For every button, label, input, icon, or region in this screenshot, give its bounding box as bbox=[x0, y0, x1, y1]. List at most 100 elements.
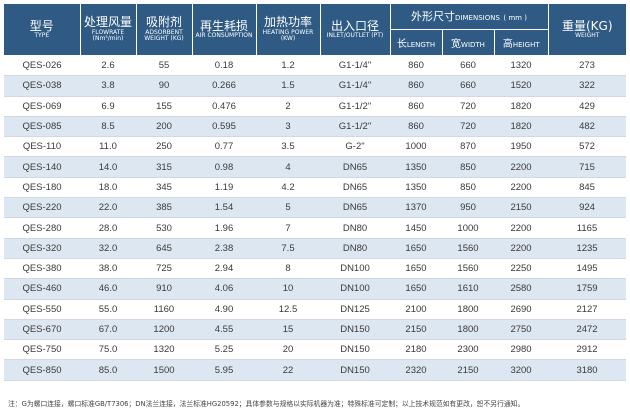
header-height: 高HEIGHT bbox=[494, 29, 549, 56]
cell-regen: 2.94 bbox=[192, 258, 256, 280]
cell-adsorbent: 645 bbox=[136, 238, 192, 259]
cell-width: 850 bbox=[442, 156, 494, 178]
cell-heating: 8 bbox=[256, 258, 320, 280]
cell-width: 850 bbox=[442, 177, 494, 199]
header-adsorbent: 吸附剂 ADSORBENT WEIGHT (KG) bbox=[136, 4, 193, 56]
header-weight: 重量(KG) WEIGHT bbox=[548, 4, 627, 56]
table-row: QES-280 28.0 530 1.96 7 DN80 1450 1000 2200 1165 bbox=[4, 217, 627, 239]
cell-regen: 0.18 bbox=[192, 55, 256, 77]
cell-height: 1950 bbox=[494, 136, 549, 158]
cell-regen: 5.95 bbox=[192, 359, 256, 381]
cell-inlet: DN65 bbox=[320, 197, 390, 219]
cell-adsorbent: 90 bbox=[136, 75, 192, 97]
header-length: 长LENGTH bbox=[390, 29, 443, 56]
header-air-consumption: 再生耗损 AIR CONSUMPTION bbox=[192, 4, 257, 56]
cell-length: 2150 bbox=[390, 319, 442, 341]
cell-heating: 1.5 bbox=[256, 75, 320, 97]
cell-length: 860 bbox=[390, 75, 442, 97]
cell-flow: 22.0 bbox=[80, 197, 136, 219]
cell-model: QES-320 bbox=[4, 238, 80, 259]
spec-table: 型号 TYPE 处理风量 FLOWRATE (Nm³/min) 吸附剂 ADSO… bbox=[4, 4, 627, 381]
cell-length: 1000 bbox=[390, 136, 442, 158]
cell-weight: 924 bbox=[548, 197, 627, 219]
header-inlet-outlet: 出入口径 INLET/OUTLET (PT) bbox=[320, 4, 391, 56]
table-row: QES-038 3.8 90 0.266 1.5 G1-1/4" 860 660 1520 322 bbox=[4, 75, 627, 97]
cell-adsorbent: 1500 bbox=[136, 359, 192, 381]
cell-weight: 572 bbox=[548, 136, 627, 158]
cell-regen: 4.06 bbox=[192, 278, 256, 300]
cell-adsorbent: 725 bbox=[136, 258, 192, 280]
cell-model: QES-460 bbox=[4, 278, 80, 300]
cell-heating: 3.5 bbox=[256, 136, 320, 158]
cell-flow: 3.8 bbox=[80, 75, 136, 97]
footnote: 注：G为螺口连接，螺口标准GB/T7306；DN法兰连接，法兰标准HG20592… bbox=[8, 400, 525, 408]
table-row: QES-085 8.5 200 0.595 3 G1-1/2" 860 720 1820 482 bbox=[4, 116, 627, 138]
cell-flow: 14.0 bbox=[80, 156, 136, 178]
cell-inlet: DN65 bbox=[320, 177, 390, 199]
cell-heating: 4 bbox=[256, 156, 320, 178]
cell-flow: 28.0 bbox=[80, 217, 136, 239]
table-row: QES-069 6.9 155 0.476 2 G1-1/2" 860 720 1820 429 bbox=[4, 96, 627, 117]
cell-weight: 1759 bbox=[548, 278, 627, 300]
cell-length: 860 bbox=[390, 96, 442, 117]
cell-width: 2150 bbox=[442, 359, 494, 381]
cell-height: 2200 bbox=[494, 177, 549, 199]
table-row: QES-110 11.0 250 0.77 3.5 G-2" 1000 870 1950 572 bbox=[4, 136, 627, 158]
cell-height: 2150 bbox=[494, 197, 549, 219]
table-row: QES-670 67.0 1200 4.55 15 DN150 2150 1800 2750 24… bbox=[4, 319, 627, 341]
table-row: QES-220 22.0 385 1.54 5 DN65 1370 950 2150 924 bbox=[4, 197, 627, 219]
cell-model: QES-670 bbox=[4, 319, 80, 341]
cell-model: QES-180 bbox=[4, 177, 80, 199]
header-heating-power: 加热功率 HEATING POWER (KW) bbox=[256, 4, 321, 56]
cell-width: 660 bbox=[442, 75, 494, 97]
cell-weight: 2472 bbox=[548, 319, 627, 341]
cell-flow: 55.0 bbox=[80, 299, 136, 320]
table-row: QES-460 46.0 910 4.06 10 DN100 1650 1610 2580 175… bbox=[4, 278, 627, 300]
cell-weight: 845 bbox=[548, 177, 627, 199]
cell-weight: 273 bbox=[548, 55, 627, 77]
cell-length: 1350 bbox=[390, 177, 442, 199]
cell-adsorbent: 55 bbox=[136, 55, 192, 77]
cell-adsorbent: 250 bbox=[136, 136, 192, 158]
cell-width: 1560 bbox=[442, 238, 494, 259]
cell-height: 2250 bbox=[494, 258, 549, 280]
cell-length: 2180 bbox=[390, 339, 442, 361]
cell-height: 2200 bbox=[494, 156, 549, 178]
cell-model: QES-380 bbox=[4, 258, 80, 280]
cell-width: 950 bbox=[442, 197, 494, 219]
cell-model: QES-069 bbox=[4, 96, 80, 117]
header-width: 宽WIDTH bbox=[442, 29, 495, 56]
cell-heating: 5 bbox=[256, 197, 320, 219]
header-flowrate: 处理风量 FLOWRATE (Nm³/min) bbox=[80, 4, 137, 56]
cell-length: 2320 bbox=[390, 359, 442, 381]
cell-inlet: G-2" bbox=[320, 136, 390, 158]
cell-weight: 322 bbox=[548, 75, 627, 97]
cell-flow: 38.0 bbox=[80, 258, 136, 280]
cell-heating: 2 bbox=[256, 96, 320, 117]
cell-inlet: G1-1/2" bbox=[320, 96, 390, 117]
cell-regen: 4.55 bbox=[192, 319, 256, 341]
cell-regen: 0.476 bbox=[192, 96, 256, 117]
cell-adsorbent: 1200 bbox=[136, 319, 192, 341]
cell-width: 2300 bbox=[442, 339, 494, 361]
cell-length: 1450 bbox=[390, 217, 442, 239]
cell-height: 2580 bbox=[494, 278, 549, 300]
cell-inlet: G1-1/4" bbox=[320, 55, 390, 77]
table-row: QES-180 18.0 345 1.19 4.2 DN65 1350 850 2200 845 bbox=[4, 177, 627, 199]
table-row: QES-320 32.0 645 2.38 7.5 DN80 1650 1560 2200 123… bbox=[4, 238, 627, 259]
cell-inlet: DN100 bbox=[320, 278, 390, 300]
cell-width: 1800 bbox=[442, 319, 494, 341]
cell-model: QES-110 bbox=[4, 136, 80, 158]
cell-height: 2690 bbox=[494, 299, 549, 320]
cell-inlet: DN65 bbox=[320, 156, 390, 178]
cell-adsorbent: 155 bbox=[136, 96, 192, 117]
cell-model: QES-550 bbox=[4, 299, 80, 320]
cell-adsorbent: 1160 bbox=[136, 299, 192, 320]
cell-weight: 482 bbox=[548, 116, 627, 138]
cell-adsorbent: 315 bbox=[136, 156, 192, 178]
cell-adsorbent: 200 bbox=[136, 116, 192, 138]
cell-flow: 67.0 bbox=[80, 319, 136, 341]
cell-length: 860 bbox=[390, 116, 442, 138]
cell-flow: 32.0 bbox=[80, 238, 136, 259]
cell-inlet: G1-1/2" bbox=[320, 116, 390, 138]
